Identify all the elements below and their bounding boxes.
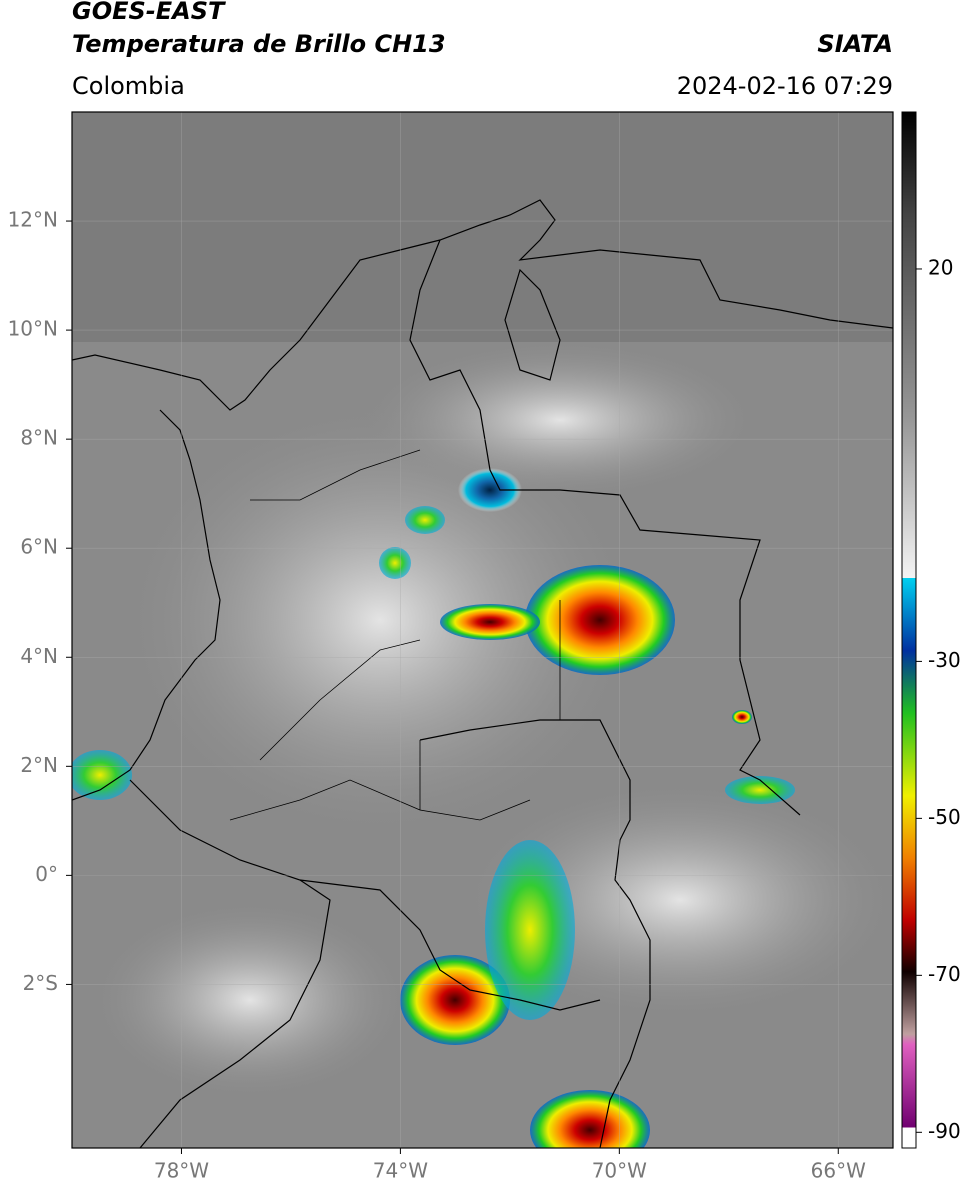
cloud-top — [72, 750, 132, 800]
cloud — [90, 900, 410, 1100]
colorbar-tick-label: -90 — [928, 1119, 961, 1143]
cloud — [120, 400, 640, 840]
storm — [440, 604, 540, 640]
y-tick-label: 2°N — [20, 753, 58, 777]
cloud-top — [379, 547, 411, 579]
sea-area — [72, 112, 893, 342]
y-tick-label: 6°N — [20, 535, 58, 559]
y-tick-label: 4°N — [20, 644, 58, 668]
x-tick-label: 70°W — [592, 1159, 647, 1183]
storm — [732, 710, 752, 724]
cloud-top — [458, 468, 522, 512]
border — [299, 879, 601, 1011]
cloud-top — [485, 840, 575, 1020]
x-tick-label: 66°W — [811, 1159, 866, 1183]
imagery — [72, 112, 893, 1148]
x-tick-label: 78°W — [154, 1159, 209, 1183]
x-tick-label: 74°W — [373, 1159, 428, 1183]
coastline — [72, 409, 221, 801]
lake — [504, 268, 561, 381]
y-tick-label: 0° — [35, 862, 58, 886]
cloud-top — [725, 776, 795, 804]
subtitle: Temperatura de Brillo CH13 — [72, 30, 446, 58]
colorbar-tick-label: 20 — [928, 255, 953, 279]
datetime: 2024-02-16 07:29 — [677, 72, 893, 100]
cloud — [360, 340, 760, 500]
storm — [530, 1090, 650, 1148]
y-tick-label: 8°N — [20, 426, 58, 450]
y-tick-label: 2°S — [23, 971, 58, 995]
colorbar-tick-label: -70 — [928, 962, 961, 986]
grid — [72, 112, 893, 1148]
boundaries — [72, 199, 893, 1148]
border — [409, 239, 801, 816]
department-lines — [229, 449, 561, 821]
title: GOES-EAST — [72, 0, 226, 25]
y-tick-label: 10°N — [8, 317, 58, 341]
region: Colombia — [72, 72, 185, 100]
storm — [525, 565, 675, 675]
coastline — [72, 199, 893, 411]
colorbar-tick-label: -50 — [928, 805, 961, 829]
colorbar — [901, 111, 917, 1149]
map-frame — [71, 111, 894, 1149]
source: SIATA — [817, 30, 893, 58]
colorbar-tick-label: -30 — [928, 648, 961, 672]
cloud-top — [405, 506, 445, 534]
storm — [400, 955, 510, 1045]
coastline — [129, 779, 331, 1148]
y-tick-label: 12°N — [8, 208, 58, 232]
